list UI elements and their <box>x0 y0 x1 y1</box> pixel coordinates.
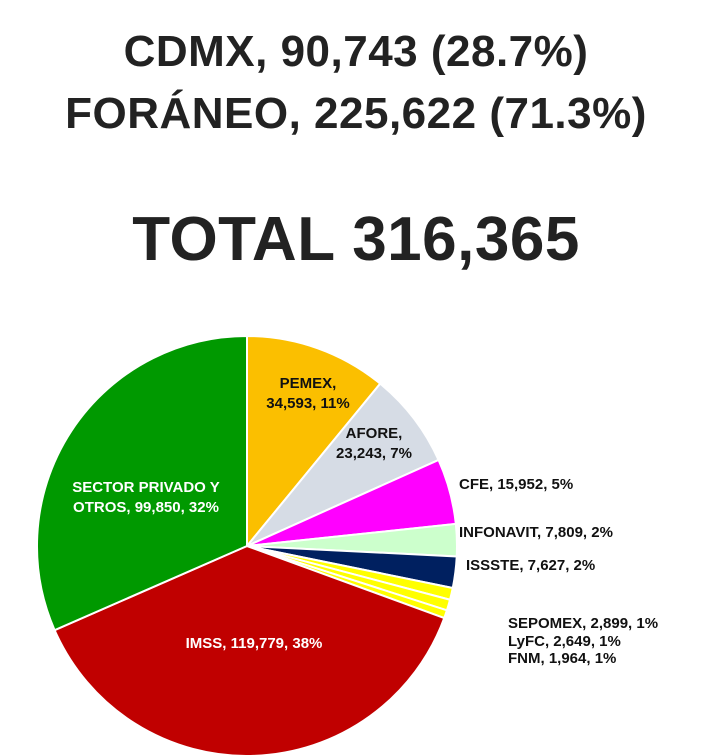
cdmx-summary: CDMX, 90,743 (28.7%) <box>123 27 589 76</box>
slice-sector-privado-y-otros <box>36 334 248 632</box>
label-pemex: PEMEX, 34,593, 11% <box>266 375 349 412</box>
foraneo-summary: FORÁNEO, 225,622 (71.3%) <box>65 89 647 138</box>
slice-pemex <box>246 334 382 549</box>
label-lyfc: LyFC, 2,649, 1% <box>508 633 621 650</box>
label-sector-privado-y-otros: SECTOR PRIVADO Y OTROS, 99,850, 32% <box>72 479 220 516</box>
label-infonavit: INFONAVIT, 7,809, 2% <box>459 524 613 541</box>
label-afore: AFORE, 23,243, 7% <box>336 425 412 462</box>
label-issste: ISSSTE, 7,627, 2% <box>466 557 595 574</box>
slice-imss <box>53 544 446 755</box>
label-cfe: CFE, 15,952, 5% <box>459 476 573 493</box>
label-sepomex: SEPOMEX, 2,899, 1% <box>508 615 658 632</box>
label-fnm: FNM, 1,964, 1% <box>508 650 616 667</box>
slice-afore <box>246 382 440 547</box>
label-imss: IMSS, 119,779, 38% <box>186 635 323 652</box>
total-summary: TOTAL 316,365 <box>132 205 580 274</box>
